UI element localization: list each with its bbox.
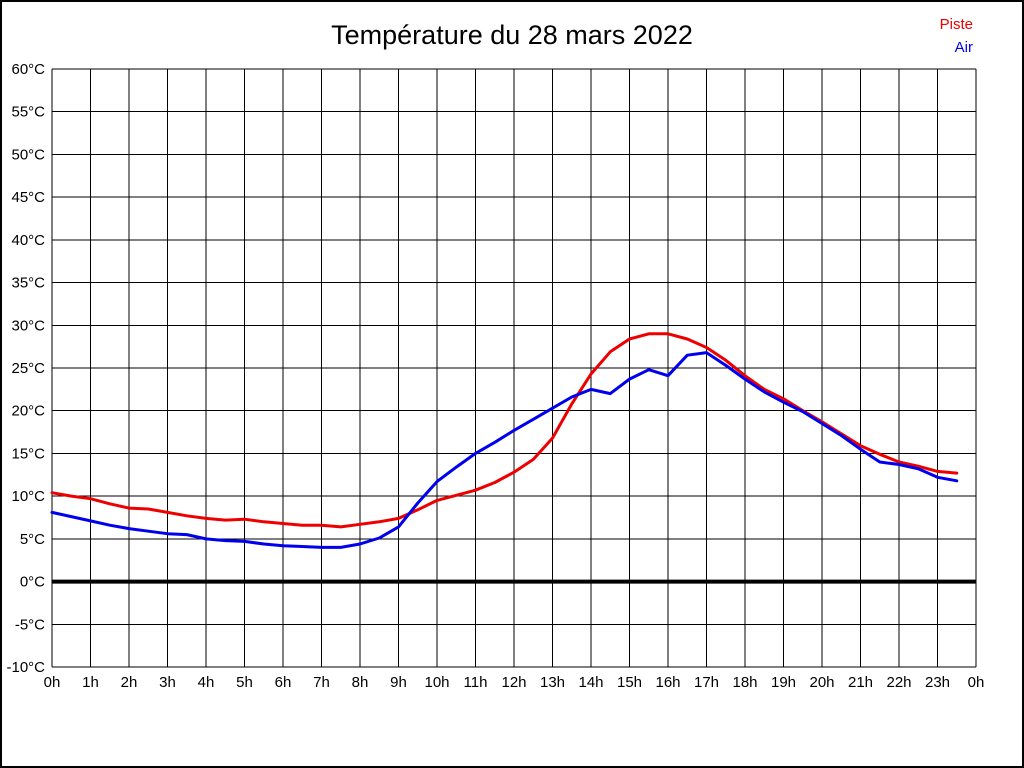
y-tick-label: 55°C (11, 104, 45, 121)
x-tick-label: 12h (501, 674, 526, 691)
x-tick-label: 14h (578, 674, 603, 691)
y-tick-label: 15°C (11, 445, 45, 462)
x-tick-label: 6h (275, 674, 292, 691)
x-tick-label: 8h (352, 674, 369, 691)
x-tick-label: 13h (540, 674, 565, 691)
x-tick-label: 19h (771, 674, 796, 691)
legend: Piste Air (940, 13, 973, 59)
x-tick-label: 17h (694, 674, 719, 691)
legend-item-air: Air (954, 39, 973, 56)
y-tick-label: 5°C (20, 531, 45, 548)
y-tick-label: 40°C (11, 232, 45, 249)
x-tick-label: 23h (925, 674, 950, 691)
y-tick-label: -10°C (6, 659, 45, 676)
x-tick-label: 7h (313, 674, 330, 691)
y-tick-label: 50°C (11, 146, 45, 163)
x-tick-label: 4h (198, 674, 215, 691)
y-tick-label: -5°C (15, 616, 45, 633)
x-tick-label: 20h (809, 674, 834, 691)
y-tick-label: 20°C (11, 403, 45, 420)
x-tick-label: 18h (732, 674, 757, 691)
x-tick-label: 0h (968, 674, 985, 691)
x-tick-label: 16h (655, 674, 680, 691)
x-tick-label: 9h (390, 674, 407, 691)
x-tick-label: 3h (159, 674, 176, 691)
x-tick-label: 5h (236, 674, 253, 691)
y-tick-label: 25°C (11, 360, 45, 377)
x-tick-label: 22h (886, 674, 911, 691)
x-tick-label: 10h (424, 674, 449, 691)
x-tick-label: 1h (82, 674, 99, 691)
y-tick-label: 10°C (11, 488, 45, 505)
y-tick-label: 0°C (20, 574, 45, 591)
x-tick-label: 21h (848, 674, 873, 691)
series-line-piste (50, 332, 959, 529)
x-tick-label: 11h (464, 674, 488, 691)
x-tick-label: 0h (44, 674, 61, 691)
chart-title: Température du 28 mars 2022 (331, 20, 693, 50)
y-tick-label: 30°C (11, 317, 45, 334)
x-tick-label: 15h (617, 674, 642, 691)
y-tick-label: 60°C (11, 61, 45, 78)
y-tick-label: 35°C (11, 275, 45, 292)
legend-item-piste: Piste (939, 16, 973, 33)
series-line-air (50, 351, 959, 549)
y-tick-label: 45°C (11, 189, 45, 206)
x-tick-label: 2h (121, 674, 138, 691)
